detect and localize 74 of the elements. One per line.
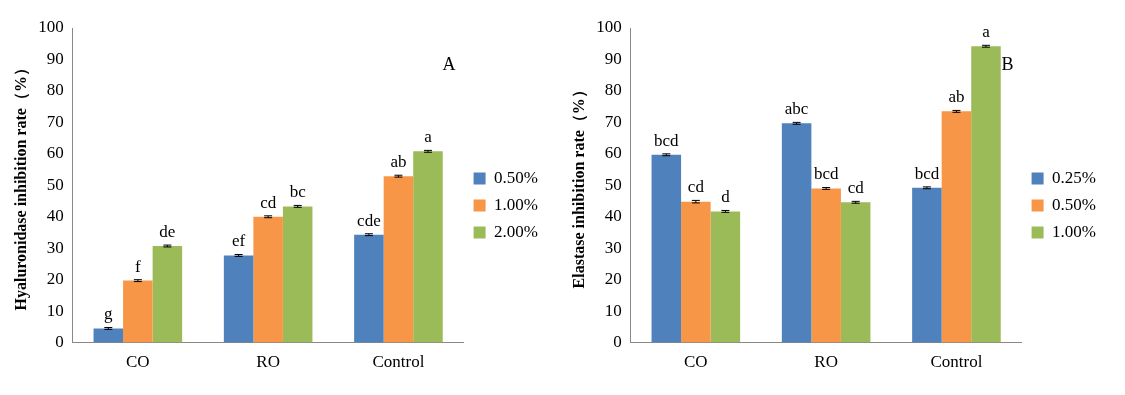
data-label: ab (948, 87, 965, 107)
data-label: bcd (654, 130, 680, 150)
y-tick-label: 50 (46, 174, 64, 194)
y-tick-label: 40 (46, 206, 64, 226)
x-tick-label: CO (684, 352, 708, 372)
bar (354, 234, 384, 343)
bar (282, 206, 313, 343)
legend-label: 1.00% (494, 194, 539, 214)
data-label: cd (847, 178, 865, 198)
y-tick-label: 50 (604, 174, 622, 194)
y-tick-label: 0 (55, 332, 64, 352)
bar (253, 216, 283, 343)
x-tick-label: CO (126, 352, 150, 372)
x-tick-label: RO (814, 352, 838, 372)
y-tick-label: 60 (604, 143, 622, 163)
y-tick-label: 40 (604, 206, 622, 226)
data-label: d (721, 187, 731, 207)
bar (123, 280, 153, 343)
y-tick-label: 80 (604, 80, 622, 100)
text: A (442, 53, 456, 74)
bar (93, 328, 124, 343)
y-tick-label: 20 (46, 269, 64, 289)
bar (840, 202, 871, 343)
y-tick-label: 70 (604, 111, 622, 131)
data-label: g (104, 304, 114, 324)
y-tick-label: 10 (604, 300, 622, 320)
data-label: a (982, 22, 991, 42)
y-tick-label: 70 (46, 111, 64, 131)
y-tick-label: 10 (46, 300, 64, 320)
legend-label: 1.00% (1052, 221, 1097, 241)
x-tick-label: RO (256, 352, 280, 372)
data-label: cd (687, 177, 705, 197)
y-tick-label: 20 (604, 269, 622, 289)
bar (781, 123, 812, 343)
bar (651, 154, 682, 343)
data-label: bcd (914, 163, 940, 183)
bar (681, 201, 711, 343)
bar (710, 211, 741, 343)
y-axis-title: Hyaluronidase inhibition rate（%） (11, 60, 30, 311)
x-tick-label: Control (372, 352, 425, 372)
bar (941, 111, 972, 343)
y-tick-label: 60 (46, 143, 64, 163)
data-label: f (135, 256, 142, 276)
x-tick-label: Control (930, 352, 983, 372)
y-tick-label: 90 (604, 48, 622, 68)
data-label: ef (232, 231, 246, 251)
text: B (1001, 53, 1014, 74)
bar (383, 176, 414, 343)
data-label: a (424, 127, 433, 147)
data-label: cde (357, 210, 381, 230)
y-tick-label: 100 (596, 17, 622, 37)
data-label: cd (260, 192, 277, 212)
y-tick-label: 30 (46, 237, 64, 257)
data-label: ab (390, 152, 407, 172)
data-label: de (159, 222, 176, 242)
y-axis-title: Elastase inhibition rate（%） (569, 82, 588, 289)
bar (912, 187, 942, 343)
bar (152, 246, 183, 343)
bar (413, 151, 443, 343)
legend-label: 0.25% (1052, 167, 1097, 187)
y-tick-label: 30 (604, 237, 622, 257)
data-label: bcd (813, 164, 839, 184)
legend-label: 2.00% (494, 221, 539, 241)
y-tick-label: 100 (38, 17, 64, 37)
y-tick-label: 80 (46, 80, 64, 100)
bar (223, 255, 254, 343)
bar (811, 188, 841, 343)
y-tick-label: 90 (46, 48, 64, 68)
data-label: abc (784, 99, 809, 119)
data-label: bc (289, 182, 307, 202)
bar (971, 46, 1001, 343)
y-tick-label: 0 (613, 332, 622, 352)
legend-label: 0.50% (1052, 194, 1097, 214)
legend-label: 0.50% (494, 167, 539, 187)
